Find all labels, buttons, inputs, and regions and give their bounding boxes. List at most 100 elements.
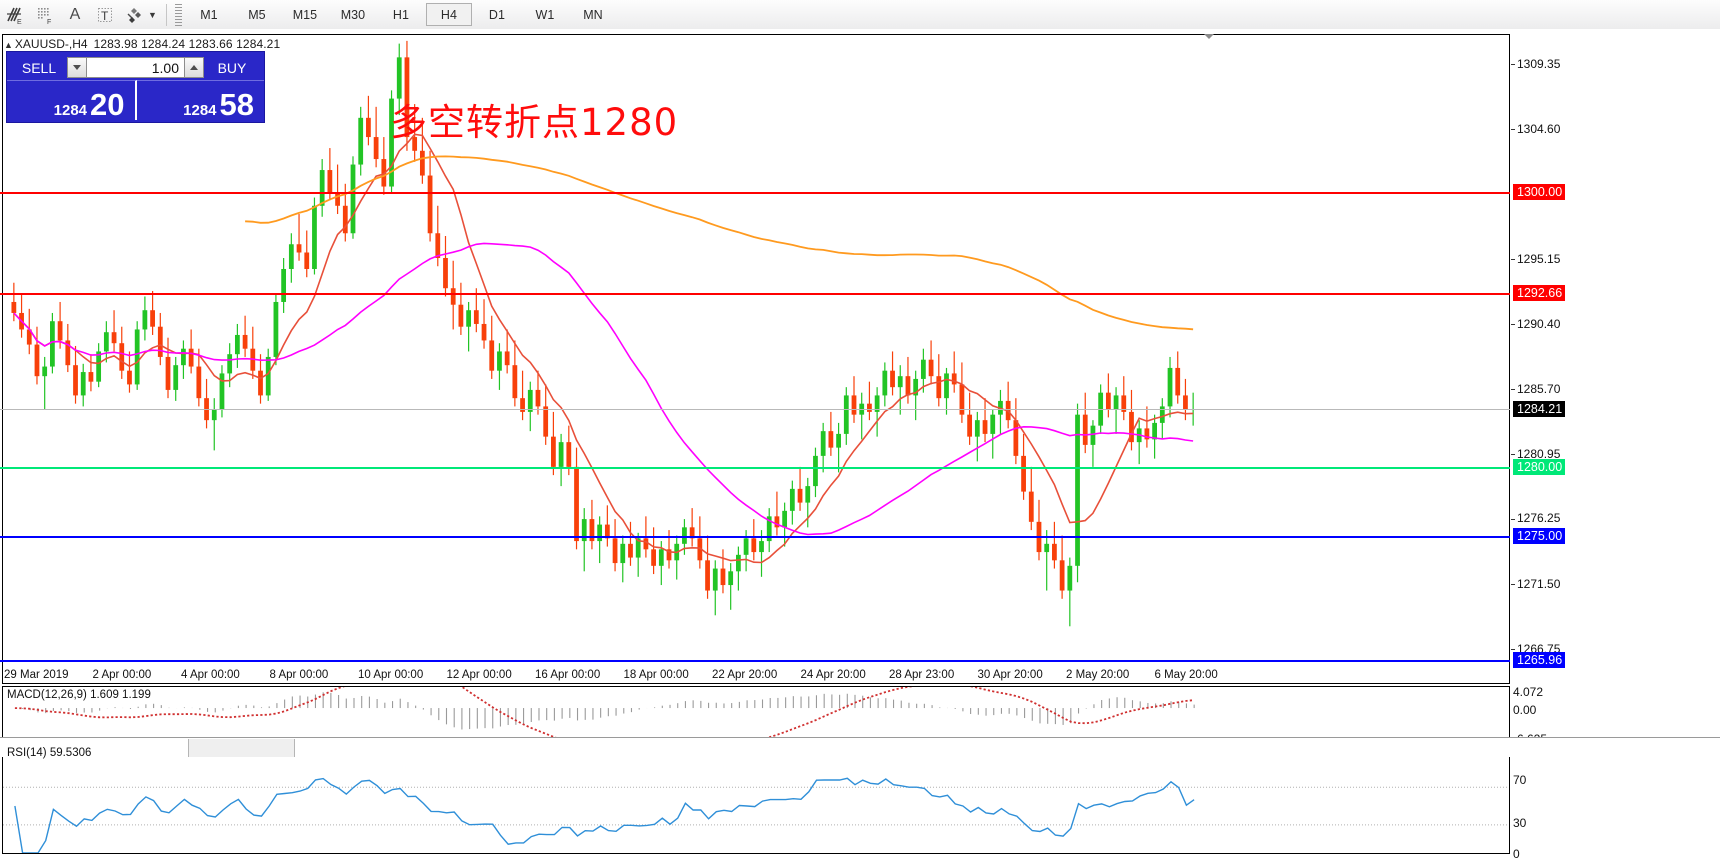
objects-icon[interactable] — [120, 1, 150, 28]
price-level-label-1300-00[interactable]: 1300.00 — [1513, 184, 1566, 201]
trade-panel-prices: 1284 20 1284 58 — [7, 80, 264, 122]
macd-tick-zero: 0.00 — [1513, 703, 1537, 717]
price-tick: 1304.60 — [1511, 122, 1560, 136]
rsi-tick-30: 30 — [1513, 816, 1527, 830]
label-tool-icon[interactable]: T — [90, 1, 120, 28]
time-label: 12 Apr 00:00 — [446, 669, 512, 681]
price-tick: 1309.35 — [1511, 57, 1560, 71]
time-label: 24 Apr 20:00 — [800, 669, 866, 681]
rsi-panel[interactable]: RSI(14) 59.5306 — [2, 744, 1510, 854]
time-label: 30 Apr 20:00 — [977, 669, 1043, 681]
price-level-label-1265-96[interactable]: 1265.96 — [1513, 651, 1566, 668]
objects-dropdown-caret[interactable]: ▼ — [148, 9, 157, 20]
price-level-label-1284-21[interactable]: 1284.21 — [1513, 401, 1566, 418]
time-label: 4 Apr 00:00 — [181, 669, 240, 681]
time-label: 16 Apr 00:00 — [535, 669, 601, 681]
rsi-title: RSI(14) 59.5306 — [7, 747, 92, 759]
sell-price-cell[interactable]: 1284 20 — [7, 80, 137, 122]
rsi-tick-70: 70 — [1513, 773, 1527, 787]
price-tick: 1285.70 — [1511, 382, 1560, 396]
timeframe-h4[interactable]: H4 — [425, 3, 472, 26]
price-tick-label: 1271.50 — [1517, 576, 1561, 591]
volume-decrease-button[interactable] — [67, 57, 87, 78]
price-tick-label: 1304.60 — [1517, 121, 1561, 136]
status-segment-left — [0, 738, 189, 757]
toolbar-separator — [165, 3, 167, 26]
price-level-label-1292-66[interactable]: 1292.66 — [1513, 284, 1566, 301]
grid-icon[interactable]: F — [30, 1, 60, 28]
time-label: 8 Apr 00:00 — [269, 669, 329, 681]
one-click-trade-panel[interactable]: SELL 1.00 BUY 1284 20 1284 58 — [6, 51, 265, 123]
time-label: 10 Apr 00:00 — [358, 669, 424, 681]
time-scale: 29 Mar 2019 2 Apr 00:00 4 Apr 00:00 8 Apr 0… — [2, 669, 1510, 691]
time-label: 2 May 20:00 — [1066, 669, 1130, 681]
timeframe-m1[interactable]: M1 — [200, 7, 218, 22]
level-line-1265-96[interactable] — [0, 659, 1510, 662]
timeframe-m30[interactable]: M30 — [340, 7, 366, 22]
price-tick-label: 1290.40 — [1517, 316, 1561, 331]
price-tick: 1295.15 — [1511, 252, 1560, 266]
status-segment-right — [295, 739, 1720, 757]
price-tick-label: 1285.70 — [1517, 381, 1561, 396]
price-tick-label: 1276.25 — [1517, 511, 1561, 526]
level-line-1300-00[interactable] — [0, 192, 1510, 195]
sell-price-major: 1284 — [53, 102, 88, 119]
macd-panel[interactable]: MACD(12,26,9) 1.609 1.199 — [2, 686, 1510, 742]
level-line-1280-00[interactable] — [0, 466, 1510, 469]
timeframe-m15[interactable]: M15 — [292, 7, 318, 22]
buy-price-cell[interactable]: 1284 58 — [136, 80, 264, 122]
time-label: 28 Apr 23:00 — [889, 669, 955, 681]
buy-price-major: 1284 — [183, 102, 217, 119]
price-scale[interactable]: 1309.35 1304.60 1295.15 1290.40 1285.70 1280.… — [1511, 34, 1631, 684]
buy-price-minor: 58 — [219, 87, 254, 122]
price-tick: 1276.25 — [1511, 511, 1560, 525]
symbol-label: XAUUSD-,H4 — [14, 37, 88, 51]
price-tick-label: 1309.35 — [1517, 56, 1561, 71]
chevron-down-icon[interactable] — [1204, 34, 1214, 39]
time-label: 2 Apr 00:00 — [92, 669, 152, 681]
timeframe-h1[interactable]: H1 — [392, 7, 409, 22]
price-level-label-1275-00[interactable]: 1275.00 — [1513, 527, 1566, 544]
svg-text:E: E — [17, 19, 22, 25]
timeframe-mn[interactable]: MN — [583, 7, 603, 22]
collapse-triangle-icon[interactable]: ▲ — [4, 40, 13, 50]
level-line-1275-00[interactable] — [0, 535, 1510, 538]
main-toolbar: E F A T ▼ M1 M5 M15 M30 H1 H4 D1 W1 MN — [0, 0, 1720, 30]
timeframe-d1[interactable]: D1 — [488, 7, 505, 22]
svg-text:T: T — [101, 9, 109, 23]
sell-price-minor: 20 — [90, 87, 125, 122]
volume-input[interactable]: 1.00 — [87, 57, 184, 78]
macd-plot — [14, 687, 1195, 741]
sell-button[interactable]: SELL — [21, 59, 57, 76]
ohlc-values: 1283.98 1284.24 1283.66 1284.21 — [93, 37, 281, 51]
price-tick: 1271.50 — [1511, 577, 1560, 591]
status-bar — [0, 737, 1720, 757]
time-label: 18 Apr 00:00 — [623, 669, 689, 681]
chart-annotation-text: 多空转折点1280 — [390, 101, 679, 144]
indicators-icon[interactable]: E — [0, 1, 30, 28]
text-tool-icon[interactable]: A — [69, 5, 81, 23]
level-line-1284-21[interactable] — [0, 409, 1510, 411]
trade-panel-top-row: SELL 1.00 BUY — [7, 52, 264, 80]
volume-increase-button[interactable] — [184, 57, 204, 78]
timeframe-m5[interactable]: M5 — [248, 7, 266, 22]
time-label: 22 Apr 20:00 — [712, 669, 778, 681]
buy-button[interactable]: BUY — [217, 59, 247, 76]
price-plot — [11, 40, 1196, 627]
timeframe-w1[interactable]: W1 — [535, 7, 555, 22]
price-tick: 1280.95 — [1511, 447, 1560, 461]
level-line-1292-66[interactable] — [0, 292, 1510, 295]
status-segment-middle[interactable] — [189, 738, 295, 757]
rsi-tick-0: 0 — [1513, 847, 1520, 861]
price-tick: 1290.40 — [1511, 317, 1560, 331]
time-label: 29 Mar 2019 — [4, 669, 69, 681]
time-label: 6 May 20:00 — [1154, 669, 1218, 681]
price-level-label-1280-00[interactable]: 1280.00 — [1513, 458, 1566, 475]
price-tick-label: 1280.95 — [1517, 446, 1561, 461]
toolbar-drag-handle[interactable] — [174, 3, 182, 26]
rsi-plot — [3, 777, 1509, 853]
chart-area: ▲ XAUUSD-,H4 1283.98 1284.24 1283.66 1284.… — [0, 29, 1720, 861]
macd-title: MACD(12,26,9) 1.609 1.199 — [7, 689, 151, 701]
symbol-ohlc-bar: ▲ XAUUSD-,H4 1283.98 1284.24 1283.66 1284.… — [4, 37, 280, 51]
price-tick-label: 1295.15 — [1517, 251, 1561, 266]
